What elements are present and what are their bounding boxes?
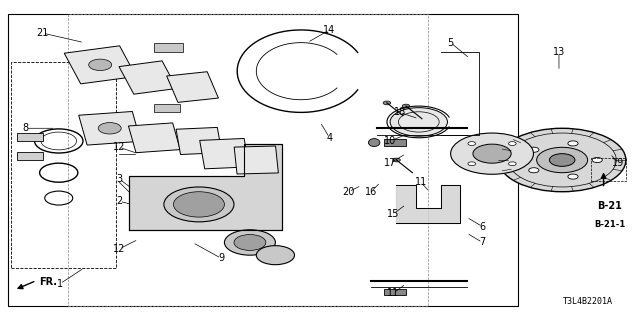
- Text: 11: 11: [415, 177, 427, 187]
- Text: 13: 13: [553, 47, 565, 57]
- Circle shape: [451, 133, 534, 174]
- Circle shape: [468, 142, 476, 146]
- Text: T3L4B2201A: T3L4B2201A: [563, 297, 613, 306]
- Circle shape: [529, 147, 539, 152]
- Bar: [176, 127, 222, 155]
- Text: 9: 9: [218, 253, 224, 263]
- Polygon shape: [396, 185, 460, 223]
- Text: 4: 4: [326, 133, 333, 143]
- Text: B-21: B-21: [598, 201, 622, 211]
- Bar: [68, 14, 428, 306]
- Circle shape: [509, 162, 516, 166]
- Text: 2: 2: [116, 196, 122, 206]
- Bar: [129, 123, 180, 153]
- Text: 12: 12: [113, 142, 125, 152]
- Ellipse shape: [369, 139, 380, 147]
- Circle shape: [173, 192, 225, 217]
- Bar: [119, 61, 177, 94]
- Bar: [384, 289, 406, 295]
- Bar: [64, 46, 136, 84]
- Text: 7: 7: [479, 237, 486, 247]
- Text: 19: 19: [612, 158, 625, 168]
- Circle shape: [256, 246, 294, 265]
- Bar: [166, 72, 218, 102]
- Text: 17: 17: [384, 158, 396, 168]
- Circle shape: [529, 168, 539, 173]
- Bar: [8, 14, 518, 306]
- Bar: [200, 139, 249, 169]
- Text: 11: 11: [387, 288, 399, 298]
- Text: FR.: FR.: [40, 277, 58, 287]
- Circle shape: [164, 187, 234, 222]
- Text: 6: 6: [479, 222, 486, 232]
- Circle shape: [537, 147, 588, 173]
- Text: 14: 14: [323, 25, 336, 35]
- Circle shape: [509, 142, 516, 146]
- Text: 10: 10: [384, 136, 396, 146]
- Text: 15: 15: [387, 209, 399, 219]
- Circle shape: [473, 144, 511, 163]
- Circle shape: [393, 158, 400, 162]
- Bar: [17, 152, 43, 160]
- Text: 12: 12: [113, 244, 125, 254]
- Circle shape: [568, 174, 578, 179]
- Circle shape: [549, 154, 575, 166]
- Text: 1: 1: [57, 279, 63, 289]
- Circle shape: [468, 162, 476, 166]
- Text: 5: 5: [447, 38, 454, 48]
- Circle shape: [402, 104, 410, 108]
- Circle shape: [99, 123, 121, 134]
- Bar: [234, 146, 278, 174]
- Text: 18: 18: [394, 108, 406, 117]
- Bar: [11, 62, 116, 268]
- Bar: [79, 111, 141, 145]
- Text: 20: 20: [342, 187, 355, 197]
- Circle shape: [499, 128, 626, 192]
- Circle shape: [234, 235, 266, 251]
- Text: 16: 16: [365, 187, 377, 197]
- Text: 21: 21: [36, 28, 49, 38]
- Text: B-21-1: B-21-1: [595, 220, 625, 229]
- Bar: [591, 158, 626, 180]
- Polygon shape: [129, 144, 282, 230]
- Bar: [154, 43, 183, 52]
- Circle shape: [390, 108, 447, 136]
- Bar: [17, 133, 43, 141]
- Text: 3: 3: [116, 174, 122, 184]
- Text: 8: 8: [22, 123, 29, 133]
- Bar: [384, 140, 406, 146]
- Circle shape: [225, 230, 275, 255]
- Bar: [154, 105, 180, 112]
- Circle shape: [568, 141, 578, 146]
- Circle shape: [592, 157, 602, 163]
- Circle shape: [89, 59, 111, 70]
- Circle shape: [383, 101, 391, 105]
